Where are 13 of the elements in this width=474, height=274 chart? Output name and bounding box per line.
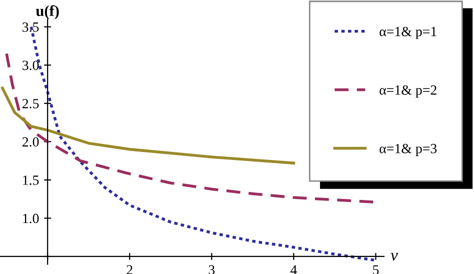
y-tick-label: 2.5 [22,99,39,108]
y-tick-label: 1.0 [23,214,39,224]
y-tick-label: 2.0 [22,137,39,147]
y-tick-label: 1.5 [23,176,39,185]
legend-label: α=1& p=1 [380,26,436,40]
y-tick-label: 3.0 [22,60,39,70]
y-axis-title: u(f) [36,5,59,20]
x-tick-label: 4 [290,265,297,274]
legend-label: α=1& p=3 [380,144,437,156]
x-axis-title: ν [390,252,398,261]
legend-label: α=1& p=2 [380,85,436,98]
x-tick-label: 2 [126,265,132,274]
y-tick-label: 3.5 [22,22,39,32]
